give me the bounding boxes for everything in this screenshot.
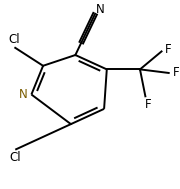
Text: N: N bbox=[96, 3, 105, 16]
Text: F: F bbox=[165, 43, 171, 56]
Text: Cl: Cl bbox=[9, 151, 21, 164]
Text: F: F bbox=[173, 67, 179, 79]
Text: F: F bbox=[145, 98, 151, 111]
Text: Cl: Cl bbox=[8, 33, 20, 46]
Text: N: N bbox=[19, 88, 28, 101]
